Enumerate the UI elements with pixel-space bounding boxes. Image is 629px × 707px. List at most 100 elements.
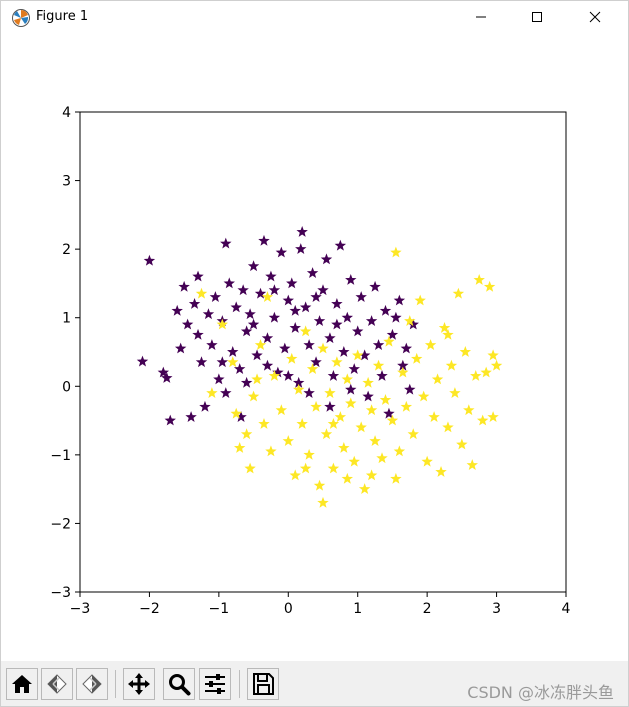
data-point-1-10	[261, 291, 274, 302]
data-point-1-19	[299, 325, 312, 337]
data-point-1-20	[303, 448, 315, 460]
data-point-1-56	[428, 411, 440, 422]
data-point-0-4	[164, 414, 176, 426]
figure-canvas[interactable]: −3 −2 −1 0 1 2 3 4 −3 −2 −1 0 1 2 3 4	[1, 34, 628, 661]
data-point-0-33	[265, 270, 277, 282]
data-point-1-21	[306, 363, 319, 374]
data-point-0-83	[324, 400, 336, 412]
data-point-0-11	[195, 356, 208, 368]
data-point-0-81	[282, 370, 294, 381]
data-point-0-14	[206, 339, 218, 350]
x-tick-label: −3	[70, 601, 91, 617]
configure-subplots-button[interactable]	[199, 668, 231, 700]
data-point-1-14	[282, 435, 294, 446]
data-point-1-27	[327, 462, 340, 474]
pan-button[interactable]	[123, 668, 155, 700]
y-tick-label: 1	[62, 311, 71, 327]
data-point-1-47	[397, 366, 409, 378]
data-point-1-29	[334, 411, 347, 422]
data-point-0-45	[303, 339, 315, 350]
data-point-0-32	[261, 332, 274, 344]
data-point-1-3	[230, 407, 242, 419]
data-point-0-37	[279, 342, 291, 354]
data-point-0-59	[352, 325, 364, 337]
x-tick-label: 2	[423, 601, 432, 617]
data-point-0-63	[365, 315, 378, 326]
data-point-0-15	[209, 291, 222, 302]
data-point-1-38	[365, 404, 378, 416]
data-point-0-22	[230, 301, 242, 313]
data-point-0-24	[235, 411, 247, 422]
data-point-1-75	[317, 496, 329, 508]
data-point-1-15	[286, 352, 298, 364]
data-point-0-65	[372, 339, 385, 350]
data-point-1-68	[470, 370, 482, 381]
x-tick-label: 1	[353, 601, 362, 617]
x-tick-label: −2	[139, 601, 160, 617]
maximize-button[interactable]	[514, 1, 560, 34]
data-point-1-35	[355, 421, 367, 433]
data-point-1-6	[244, 462, 256, 474]
data-point-1-58	[435, 466, 447, 477]
data-point-1-72	[483, 280, 496, 292]
data-point-1-57	[431, 373, 444, 385]
data-point-0-64	[369, 280, 381, 292]
data-point-0-0	[143, 254, 156, 266]
data-point-1-23	[313, 479, 326, 491]
back-button[interactable]	[41, 668, 73, 700]
data-point-1-83	[365, 469, 378, 481]
data-point-0-30	[254, 287, 267, 299]
data-point-1-42	[379, 394, 392, 405]
close-button[interactable]	[572, 1, 618, 34]
data-point-1-77	[299, 462, 312, 474]
home-button[interactable]	[6, 668, 38, 700]
data-point-1-65	[459, 346, 472, 357]
data-point-0-39	[286, 277, 298, 289]
data-point-1-52	[414, 294, 426, 306]
data-point-0-18	[220, 237, 232, 249]
data-point-0-6	[178, 280, 190, 292]
data-point-0-74	[404, 383, 416, 395]
data-point-1-61	[445, 359, 458, 371]
data-point-0-54	[334, 239, 347, 251]
data-point-0-84	[345, 383, 357, 395]
toolbar-separator	[239, 670, 240, 698]
data-point-0-43	[296, 226, 308, 237]
y-tick-label: −2	[50, 516, 71, 532]
data-point-1-39	[369, 435, 381, 446]
data-point-0-88	[331, 318, 343, 330]
data-point-0-34	[268, 311, 281, 323]
data-point-0-69	[386, 328, 399, 340]
floppy-disk-icon	[253, 673, 274, 695]
data-point-1-17	[292, 383, 305, 395]
data-point-1-51	[411, 352, 423, 364]
data-point-1-59	[438, 322, 451, 333]
y-tick-label: 4	[62, 105, 71, 121]
data-point-0-7	[181, 318, 194, 330]
zoom-button[interactable]	[163, 668, 195, 700]
data-point-0-9	[188, 298, 201, 309]
data-point-1-32	[345, 397, 357, 409]
data-point-0-41	[292, 376, 305, 388]
data-point-1-5	[240, 428, 253, 440]
data-point-0-26	[240, 325, 253, 337]
data-point-1-4	[233, 442, 246, 453]
back-arrow-icon	[47, 674, 67, 694]
data-point-0-10	[192, 328, 204, 340]
data-point-1-33	[348, 455, 360, 467]
title-bar[interactable]: Figure 1	[1, 1, 628, 34]
data-point-1-11	[265, 445, 277, 457]
data-point-0-5	[174, 342, 187, 354]
data-point-1-79	[442, 328, 454, 340]
data-point-1-44	[386, 414, 399, 426]
save-button[interactable]	[247, 668, 279, 700]
data-point-0-87	[310, 291, 322, 302]
data-point-1-78	[487, 411, 499, 422]
forward-button[interactable]	[76, 668, 108, 700]
minimize-button[interactable]	[458, 1, 504, 34]
y-tick-label: 0	[62, 379, 71, 395]
data-point-1-80	[227, 356, 239, 368]
data-point-0-52	[327, 370, 340, 381]
data-point-1-9	[258, 418, 270, 429]
data-point-0-36	[275, 246, 288, 258]
